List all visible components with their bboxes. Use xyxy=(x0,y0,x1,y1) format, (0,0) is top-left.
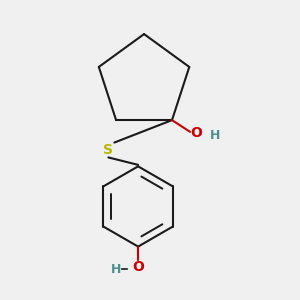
Text: S: S xyxy=(103,143,113,157)
Text: O: O xyxy=(132,260,144,274)
Text: H: H xyxy=(111,263,121,276)
Text: H: H xyxy=(210,129,220,142)
Text: O: O xyxy=(190,126,202,140)
